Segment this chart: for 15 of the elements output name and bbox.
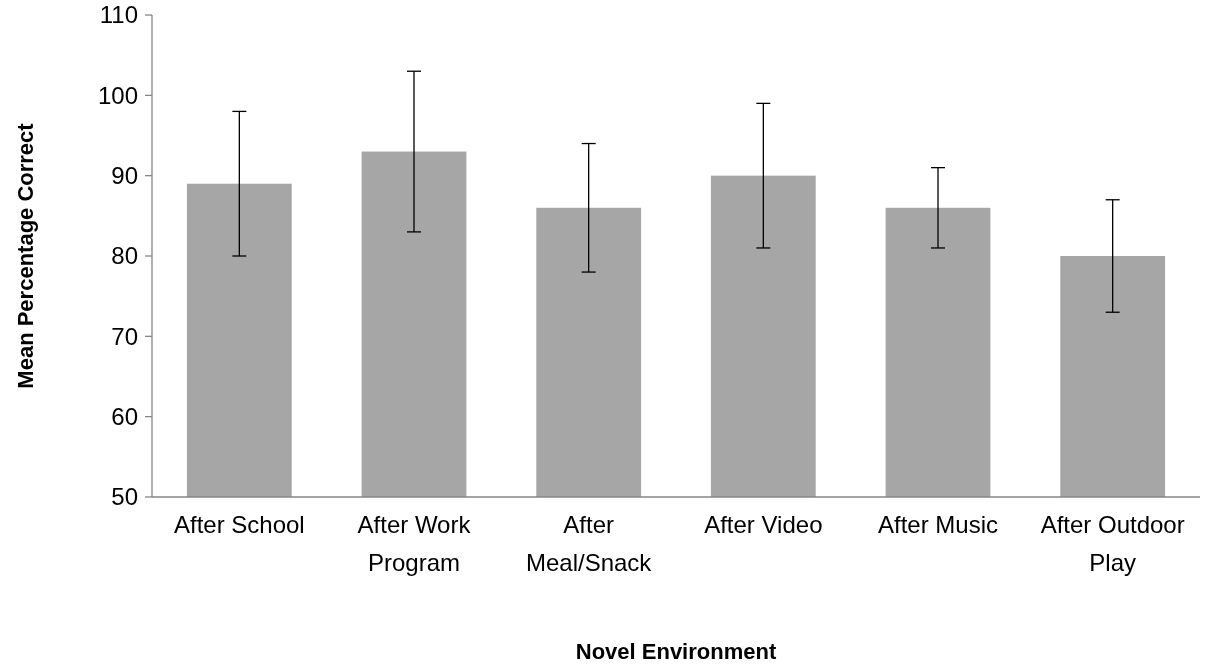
y-tick-label: 110 bbox=[99, 1, 138, 29]
x-tick-label: After Music bbox=[877, 511, 999, 538]
x-tick-label: After Outdoor Play bbox=[1040, 511, 1185, 576]
x-tick-label: After School bbox=[173, 511, 305, 538]
x-tick-label: After Video bbox=[704, 511, 823, 538]
y-tick-label: 70 bbox=[111, 322, 138, 350]
x-axis-title: Novel Environment bbox=[575, 639, 777, 664]
x-tick-label: After Meal/Snack bbox=[525, 511, 653, 576]
y-tick-label: 100 bbox=[97, 81, 138, 109]
y-tick-label: 50 bbox=[111, 483, 138, 511]
y-tick-label: 60 bbox=[111, 403, 138, 431]
y-axis-title: Mean Percentage Correct bbox=[13, 122, 38, 389]
y-tick-label: 80 bbox=[111, 242, 138, 270]
x-tick-label: After Work Program bbox=[357, 511, 472, 576]
y-tick-label: 90 bbox=[111, 162, 138, 190]
